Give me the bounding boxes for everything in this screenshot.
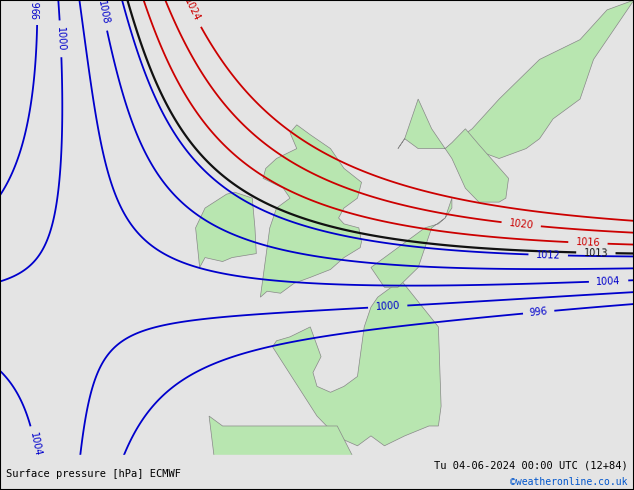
Text: 1000: 1000 <box>55 26 66 51</box>
Text: 1012: 1012 <box>536 250 560 260</box>
Text: 1008: 1008 <box>96 0 110 25</box>
Polygon shape <box>273 281 441 446</box>
Text: 1016: 1016 <box>576 238 600 248</box>
Polygon shape <box>261 125 361 297</box>
Polygon shape <box>445 129 508 202</box>
Text: Tu 04-06-2024 00:00 UTC (12+84): Tu 04-06-2024 00:00 UTC (12+84) <box>434 461 628 470</box>
Polygon shape <box>209 416 384 490</box>
Text: 1013: 1013 <box>583 247 608 258</box>
Text: Surface pressure [hPa] ECMWF: Surface pressure [hPa] ECMWF <box>6 469 181 479</box>
Text: ©weatheronline.co.uk: ©weatheronline.co.uk <box>510 477 628 487</box>
Polygon shape <box>196 192 256 268</box>
Text: 1000: 1000 <box>375 301 400 312</box>
Text: 1004: 1004 <box>596 276 621 287</box>
Text: 1020: 1020 <box>508 218 534 231</box>
Text: 1004: 1004 <box>28 431 42 457</box>
Text: 996: 996 <box>32 1 42 20</box>
Polygon shape <box>371 198 452 287</box>
Text: 1024: 1024 <box>183 0 202 24</box>
Text: 996: 996 <box>529 306 548 318</box>
Polygon shape <box>398 0 634 158</box>
